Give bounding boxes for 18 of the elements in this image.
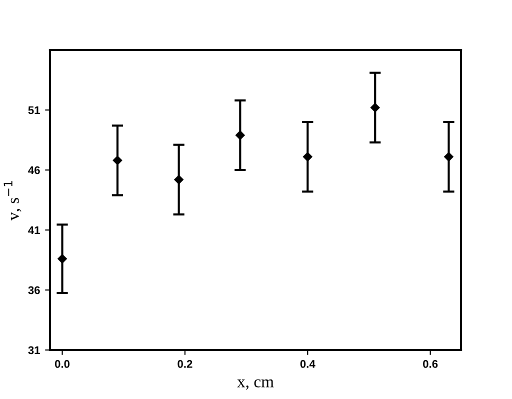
x-tick-label: 0.2: [178, 360, 192, 368]
point: [370, 102, 380, 112]
point: [444, 152, 454, 162]
point: [58, 254, 67, 264]
point: [236, 130, 245, 140]
point: [174, 174, 184, 184]
y-tick-label: 31: [28, 346, 40, 354]
y-axis-title: v, s$^{−1}$: [4, 181, 22, 220]
point: [112, 156, 122, 166]
y-tick-label: 41: [28, 226, 40, 234]
x-tick-label: 0.0: [54, 360, 70, 368]
x-tick-label: 0.6: [423, 360, 438, 368]
y-tick-label: 36: [28, 286, 40, 294]
y-tick-label: 46: [28, 166, 40, 174]
x-tick-label: 0.4: [300, 360, 316, 368]
x-axis-title: x, cm: [237, 379, 274, 390]
y-tick-label: 51: [28, 106, 40, 114]
point: [303, 152, 312, 162]
